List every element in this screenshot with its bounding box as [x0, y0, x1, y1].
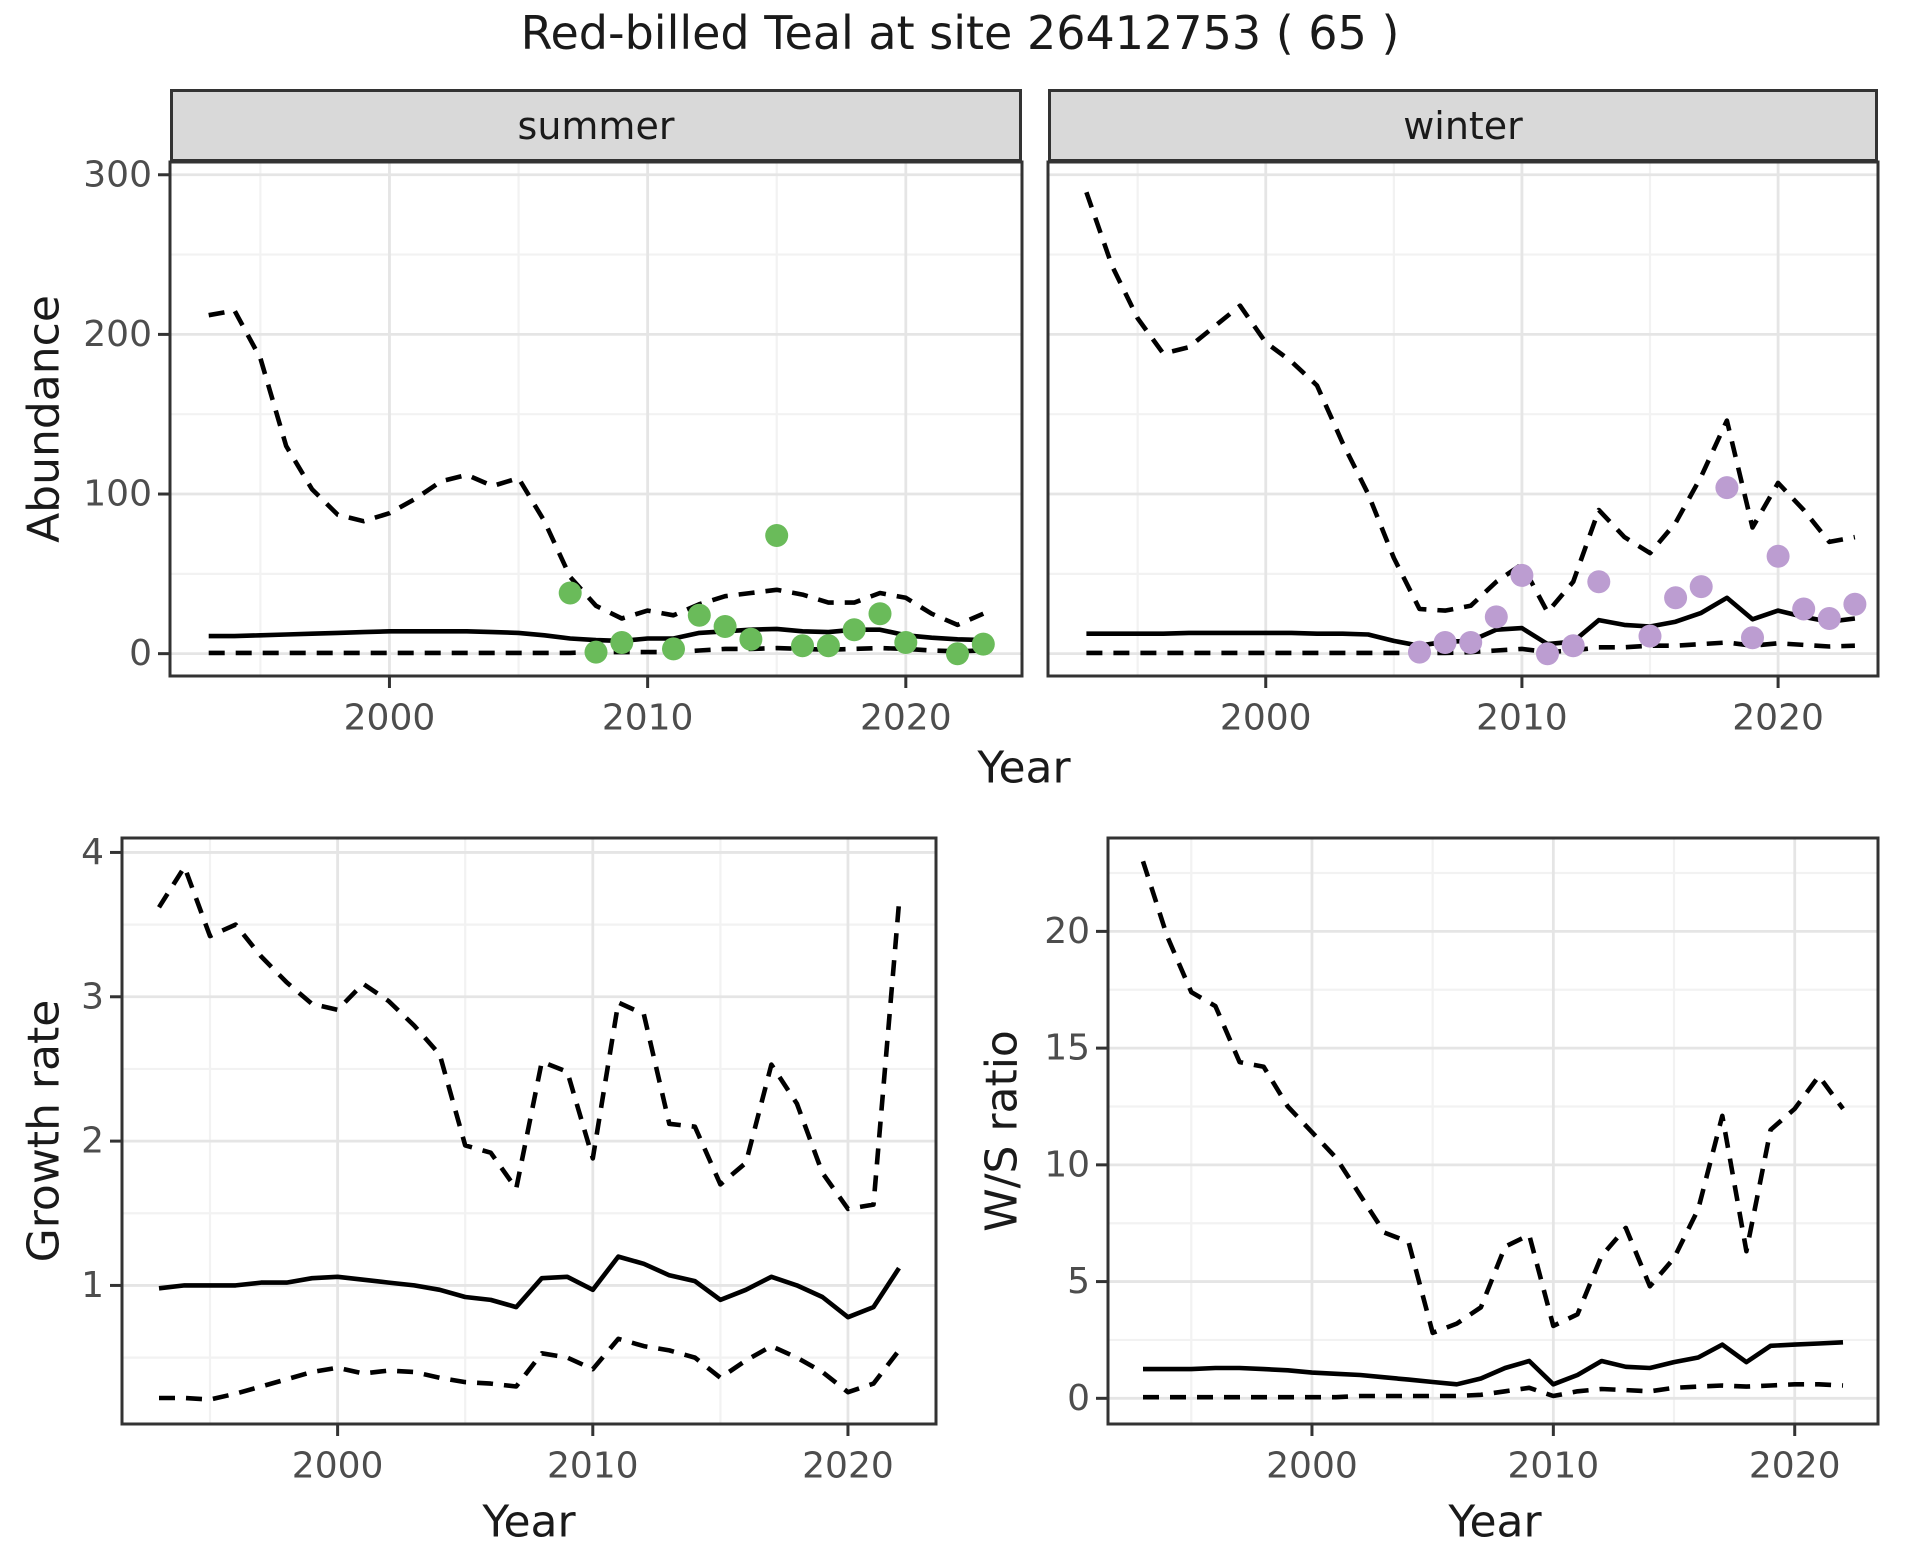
- y-axis-title-ws-ratio: W/S ratio: [976, 1030, 1028, 1232]
- observation-point: [687, 603, 711, 627]
- x-tick-label: 2010: [1476, 698, 1568, 739]
- y-tick-label: 4: [81, 832, 104, 873]
- x-tick-label: 2010: [1508, 1446, 1600, 1487]
- growth_rate-upper-ci-line: [157, 864, 902, 1212]
- observation-point: [1536, 642, 1559, 666]
- y-tick-label: 100: [83, 474, 152, 515]
- abundance_summer-upper-ci-line: [208, 308, 985, 628]
- observation-point: [1484, 605, 1508, 629]
- abundance_summer-panel-border: [168, 160, 1024, 678]
- observation-point: [1689, 575, 1713, 599]
- x-tick-label: 2020: [860, 698, 952, 739]
- x-tick-label: 2020: [1749, 1446, 1841, 1487]
- observation-point: [739, 627, 763, 651]
- y-tick-label: 0: [129, 633, 152, 674]
- observation-point: [1766, 544, 1790, 568]
- abundance_winter-panel-border: [1046, 160, 1880, 678]
- ws_ratio-lower-ci-line: [1143, 1382, 1844, 1400]
- y-tick-label: 20: [1044, 911, 1090, 952]
- observation-point: [1459, 631, 1483, 654]
- observation-point: [662, 637, 685, 661]
- ws_ratio-panel-border: [1106, 836, 1880, 1426]
- facet-strip-winter: winter: [1048, 89, 1878, 162]
- growth_rate-lower-ci-line: [159, 1336, 901, 1402]
- facet-strip-summer: summer: [170, 89, 1022, 162]
- observation-point: [1638, 624, 1662, 648]
- y-tick-label: 10: [1044, 1144, 1090, 1185]
- x-tick-label: 2000: [1266, 1446, 1358, 1487]
- x-tick-label: 2020: [1732, 698, 1824, 739]
- y-tick-label: 0: [1067, 1378, 1090, 1419]
- abundance_winter-panel-background: [1048, 162, 1878, 676]
- x-tick-label: 2020: [802, 1446, 894, 1487]
- y-axis-title-growth-rate: Growth rate: [18, 999, 70, 1263]
- observation-point: [1561, 634, 1585, 658]
- observation-point: [1817, 607, 1841, 630]
- facet-strip-summer-label: summer: [517, 103, 675, 148]
- observation-point: [894, 631, 918, 654]
- growth_rate-median-line: [158, 1254, 901, 1320]
- x-axis-title-year-top: Year: [977, 742, 1071, 794]
- x-tick-label: 2000: [344, 698, 436, 739]
- observation-point: [1433, 631, 1457, 654]
- observation-point: [558, 581, 582, 605]
- y-axis-title-abundance: Abundance: [18, 295, 70, 543]
- x-tick-label: 2010: [602, 698, 694, 739]
- x-tick-label: 2000: [292, 1446, 384, 1487]
- y-tick-label: 5: [1067, 1261, 1090, 1302]
- observation-point: [610, 631, 634, 654]
- observation-point: [842, 618, 866, 642]
- observation-point: [1408, 640, 1431, 664]
- ws_ratio-median-line: [1143, 1340, 1844, 1387]
- observation-point: [584, 640, 608, 664]
- y-tick-label: 15: [1044, 1028, 1090, 1069]
- observation-point: [946, 642, 969, 666]
- abundance_summer-panel-background: [170, 162, 1022, 676]
- observation-point: [1715, 476, 1739, 500]
- observation-point: [868, 602, 892, 626]
- observation-point: [1741, 626, 1764, 650]
- observation-point: [971, 632, 995, 656]
- ws_ratio-upper-ci-line: [1140, 860, 1845, 1336]
- observation-point: [1510, 563, 1534, 587]
- ws_ratio-panel-background: [1108, 838, 1878, 1424]
- observation-point: [1792, 597, 1816, 621]
- facet-strip-winter-label: winter: [1403, 103, 1523, 148]
- x-tick-label: 2000: [1220, 698, 1312, 739]
- observation-point: [1843, 592, 1867, 616]
- chart-title: Red-billed Teal at site 26412753 ( 65 ): [520, 6, 1400, 60]
- observation-point: [816, 634, 840, 658]
- observation-point: [765, 524, 789, 547]
- y-tick-label: 300: [83, 154, 152, 195]
- y-tick-label: 3: [81, 976, 104, 1017]
- y-tick-label: 2: [81, 1121, 104, 1162]
- observation-point: [1664, 586, 1688, 610]
- observation-point: [791, 634, 814, 658]
- growth_rate-panel-border: [120, 836, 938, 1426]
- observation-point: [713, 615, 737, 638]
- x-tick-label: 2010: [547, 1446, 639, 1487]
- x-axis-title-year-growth: Year: [482, 1496, 576, 1548]
- y-tick-label: 1: [81, 1265, 104, 1306]
- y-tick-label: 200: [83, 314, 152, 355]
- observation-point: [1587, 570, 1611, 594]
- x-axis-title-year-ws: Year: [1448, 1496, 1542, 1548]
- abundance_winter-upper-ci-line: [1084, 191, 1856, 615]
